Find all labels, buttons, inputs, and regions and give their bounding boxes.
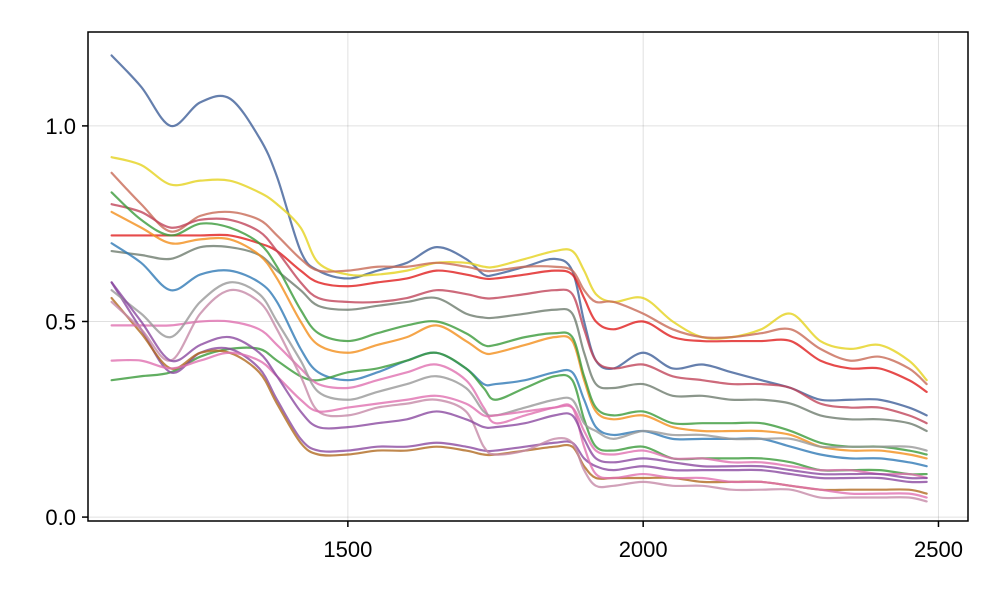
y-tick-label: 0.5 bbox=[45, 309, 76, 334]
series-line-17 bbox=[110, 281, 928, 480]
x-tick-label: 1500 bbox=[323, 537, 372, 562]
x-tick-label: 2000 bbox=[619, 537, 668, 562]
series-line-13 bbox=[110, 319, 928, 499]
axis-ticks: 1500 2000 2500 0.0 0.5 1.0 bbox=[45, 114, 963, 562]
series-lines bbox=[110, 54, 928, 503]
series-line-5 bbox=[110, 203, 928, 425]
series-line-8 bbox=[110, 210, 928, 460]
series-line-16 bbox=[110, 351, 928, 480]
y-tick-label: 0.0 bbox=[45, 505, 76, 530]
series-line-14 bbox=[110, 288, 928, 503]
series-line-9 bbox=[110, 191, 928, 456]
series-line-2 bbox=[110, 156, 928, 382]
series-line-11 bbox=[110, 281, 928, 484]
x-tick-label: 2500 bbox=[914, 537, 963, 562]
series-line-3 bbox=[110, 171, 928, 386]
series-line-6 bbox=[110, 244, 928, 433]
y-tick-label: 1.0 bbox=[45, 114, 76, 139]
series-line-7 bbox=[110, 242, 928, 468]
plot-frame bbox=[87, 31, 969, 522]
series-line-15 bbox=[110, 281, 928, 452]
series-line-4 bbox=[110, 233, 928, 393]
series-line-10 bbox=[110, 346, 928, 476]
